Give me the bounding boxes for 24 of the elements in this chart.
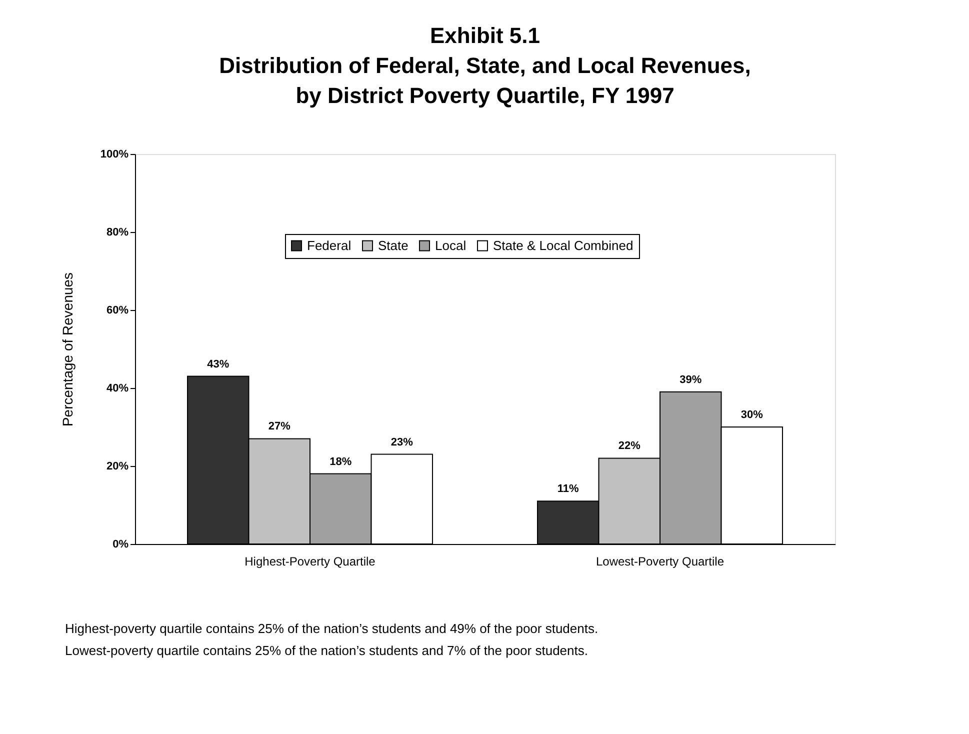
y-tick-label: 40% bbox=[106, 382, 129, 394]
legend-label: Local bbox=[435, 238, 466, 253]
data-label: 18% bbox=[330, 456, 352, 468]
y-axis-title: Percentage of Revenues bbox=[59, 272, 76, 427]
x-tick-label: Highest-Poverty Quartile bbox=[244, 554, 376, 568]
y-tick-label: 20% bbox=[106, 460, 129, 472]
y-tick-label: 80% bbox=[106, 226, 129, 238]
data-label: 27% bbox=[268, 420, 291, 433]
legend-label: Federal bbox=[307, 238, 352, 253]
y-tick-label: 100% bbox=[100, 148, 129, 160]
data-label: 43% bbox=[207, 358, 230, 370]
legend-label: State & Local Combined bbox=[493, 238, 634, 253]
data-label: 23% bbox=[390, 436, 414, 448]
y-tick-label: 0% bbox=[112, 538, 129, 550]
x-tick-label: Lowest-Poverty Quartile bbox=[596, 554, 724, 568]
data-label: 30% bbox=[740, 409, 764, 421]
text: Lowest-poverty quartile contains 25% of the nation’s students and 7% of the poor students. bbox=[65, 643, 588, 658]
data-label: 11% bbox=[557, 483, 580, 496]
y-tick-label: 60% bbox=[106, 304, 129, 316]
legend-label: State bbox=[378, 238, 408, 253]
text: Highest-poverty quartile contains 25% of the nation’s students and 49% of the poor students. bbox=[65, 621, 598, 636]
data-label: 22% bbox=[618, 440, 641, 452]
chart-title: Exhibit 5.1 Distribution of Federal, State, and Local Revenues, by District Poverty Quartile, FY 1997 bbox=[219, 23, 751, 108]
data-label: 39% bbox=[680, 374, 702, 386]
